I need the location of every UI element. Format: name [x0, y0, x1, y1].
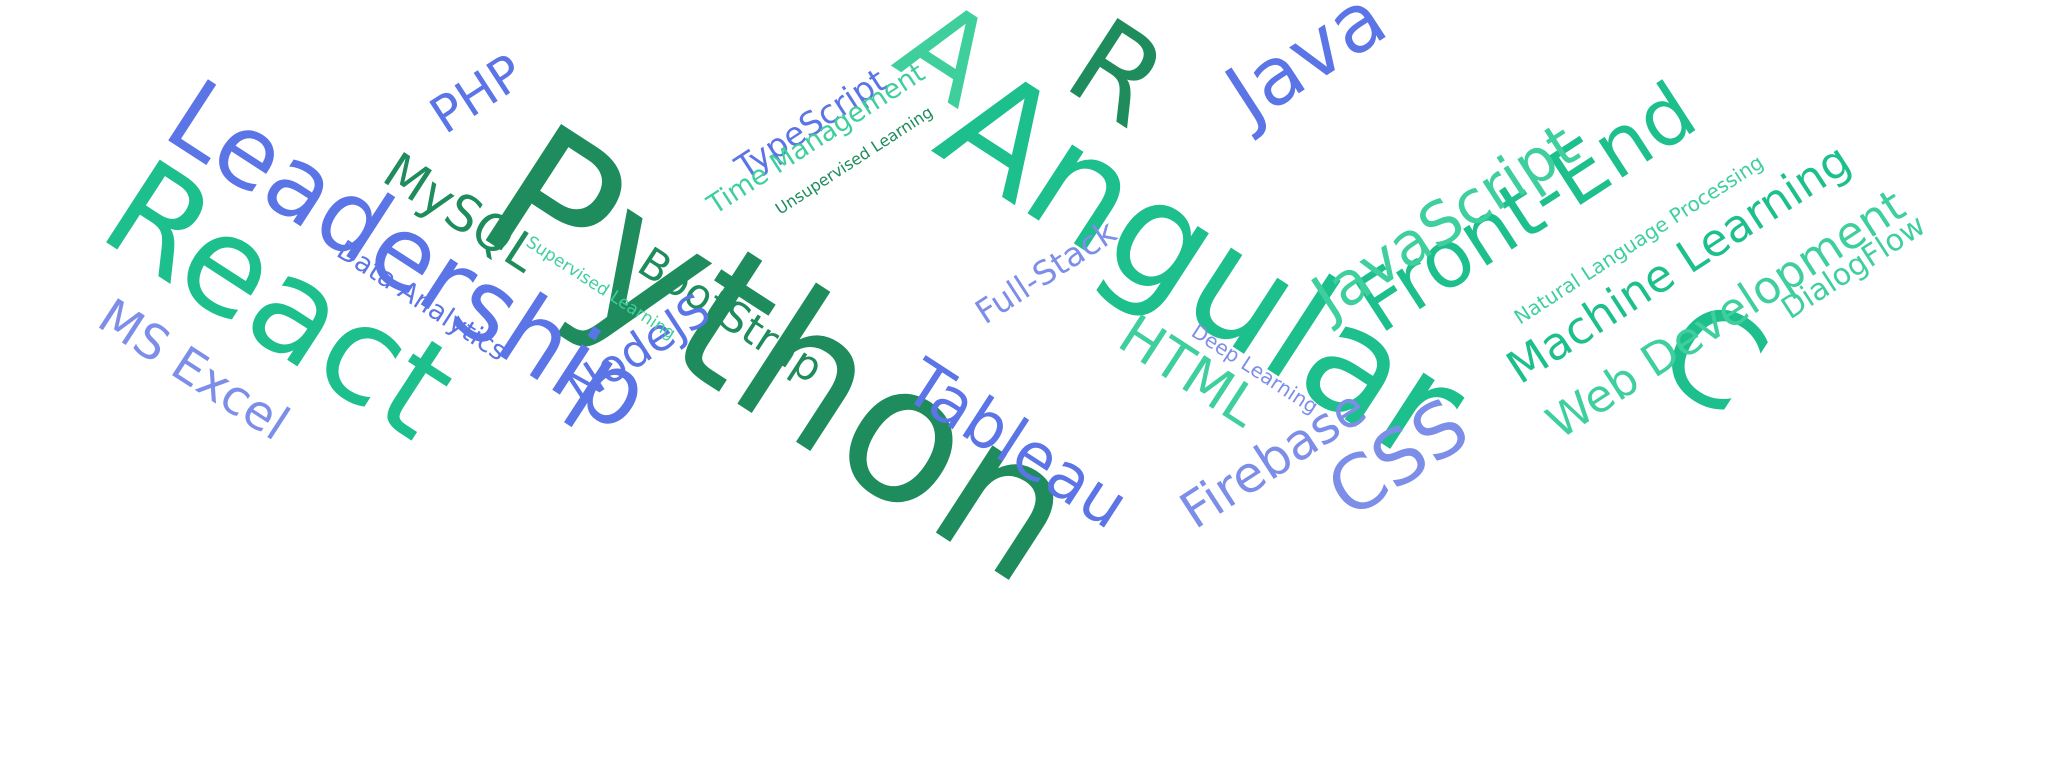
- word-php: PHP: [420, 43, 534, 145]
- word-java: Java: [1206, 0, 1403, 144]
